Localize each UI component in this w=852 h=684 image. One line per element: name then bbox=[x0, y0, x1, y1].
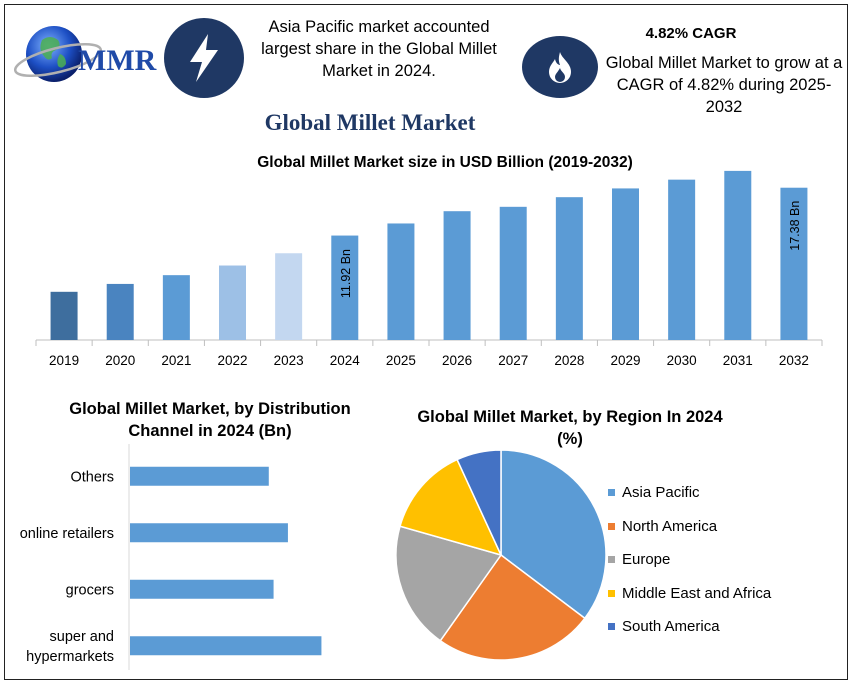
legend-label: Middle East and Africa bbox=[622, 584, 772, 602]
category-label: hypermarkets bbox=[26, 649, 114, 665]
x-tick-label: 2032 bbox=[779, 353, 809, 368]
legend-item: South America bbox=[608, 610, 771, 644]
logo-text: MMR bbox=[78, 44, 157, 77]
legend-label: South America bbox=[622, 618, 720, 636]
legend-swatch bbox=[608, 623, 615, 631]
x-tick-label: 2030 bbox=[667, 353, 697, 368]
legend-label: North America bbox=[622, 517, 718, 535]
bar-2022 bbox=[219, 265, 246, 340]
pie-slice-South-America bbox=[456, 449, 502, 556]
infographic-frame bbox=[4, 4, 848, 680]
bar-2021 bbox=[162, 275, 190, 340]
x-tick-label: 2021 bbox=[161, 353, 191, 368]
bar-2020 bbox=[106, 283, 134, 340]
pie-slice-North-America bbox=[439, 553, 586, 661]
legend-label: Asia Pacific bbox=[622, 484, 700, 502]
x-tick-label: 2022 bbox=[217, 353, 247, 368]
hbar-super-and-hypermarkets bbox=[130, 636, 322, 656]
region-chart-title: Global Millet Market, by Region In 2024 … bbox=[417, 408, 723, 448]
x-tick-label: 2024 bbox=[330, 353, 361, 368]
x-tick-label: 2031 bbox=[723, 353, 753, 368]
mmr-logo: MMR bbox=[13, 18, 164, 88]
pie-slice-Europe bbox=[395, 525, 503, 642]
bar-2025 bbox=[387, 223, 415, 340]
x-tick-label: 2020 bbox=[105, 353, 135, 368]
data-label: 11.92 Bn bbox=[339, 249, 353, 298]
category-label: super and bbox=[50, 629, 115, 645]
legend-swatch bbox=[608, 556, 615, 564]
x-tick-label: 2027 bbox=[498, 353, 528, 368]
x-tick-label: 2023 bbox=[274, 353, 304, 368]
cagr-title: 4.82% CAGR bbox=[645, 25, 737, 42]
legend-item: North America bbox=[608, 510, 771, 544]
data-label: 17.38 Bn bbox=[788, 201, 802, 251]
pie-slice-Asia-Pacific bbox=[500, 449, 607, 620]
asia-pacific-info: Asia Pacific market accounted largest sh… bbox=[261, 18, 497, 80]
distribution-chart-title: Global Millet Market, by Distribution Ch… bbox=[69, 400, 351, 440]
flame-icon bbox=[522, 36, 598, 98]
legend-item: Europe bbox=[608, 543, 771, 577]
pie-slice-Middle-East-and-Africa bbox=[399, 458, 503, 557]
bar-2026 bbox=[443, 211, 471, 340]
legend-item: Middle East and Africa bbox=[608, 577, 771, 611]
x-tick-label: 2028 bbox=[554, 353, 584, 368]
legend-swatch bbox=[608, 589, 615, 597]
cagr-info: Global Millet Market to grow at a CAGR o… bbox=[605, 54, 843, 116]
lightning-icon bbox=[164, 18, 244, 98]
bar-2029 bbox=[612, 188, 639, 340]
x-tick-label: 2025 bbox=[386, 353, 416, 368]
legend-label: Europe bbox=[622, 551, 671, 569]
bar-2031 bbox=[724, 170, 752, 340]
x-tick-label: 2026 bbox=[442, 353, 472, 368]
x-tick-label: 2019 bbox=[49, 353, 79, 368]
bar-chart-title: Global Millet Market size in USD Billion… bbox=[257, 154, 633, 171]
legend-swatch bbox=[608, 522, 615, 530]
category-label: Others bbox=[70, 469, 114, 485]
region-legend: Asia Pacific North America Europe Middle Ea… bbox=[608, 476, 771, 644]
bar-2028 bbox=[555, 197, 583, 340]
hbar-online-retailers bbox=[130, 523, 288, 543]
legend-item: Asia Pacific bbox=[608, 476, 771, 510]
hbar-Others bbox=[130, 466, 269, 486]
bar-2024 bbox=[331, 235, 359, 340]
category-label: grocers bbox=[66, 582, 114, 598]
bar-2027 bbox=[499, 206, 527, 340]
bar-2023 bbox=[275, 253, 303, 340]
bar-2030 bbox=[668, 179, 696, 340]
hbar-grocers bbox=[130, 579, 274, 599]
legend-swatch bbox=[608, 489, 615, 497]
bar-2019 bbox=[50, 291, 78, 340]
bar-2032 bbox=[780, 187, 808, 340]
category-label: online retailers bbox=[20, 526, 114, 542]
x-tick-label: 2029 bbox=[610, 353, 640, 368]
main-title: Global Millet Market bbox=[264, 110, 476, 135]
